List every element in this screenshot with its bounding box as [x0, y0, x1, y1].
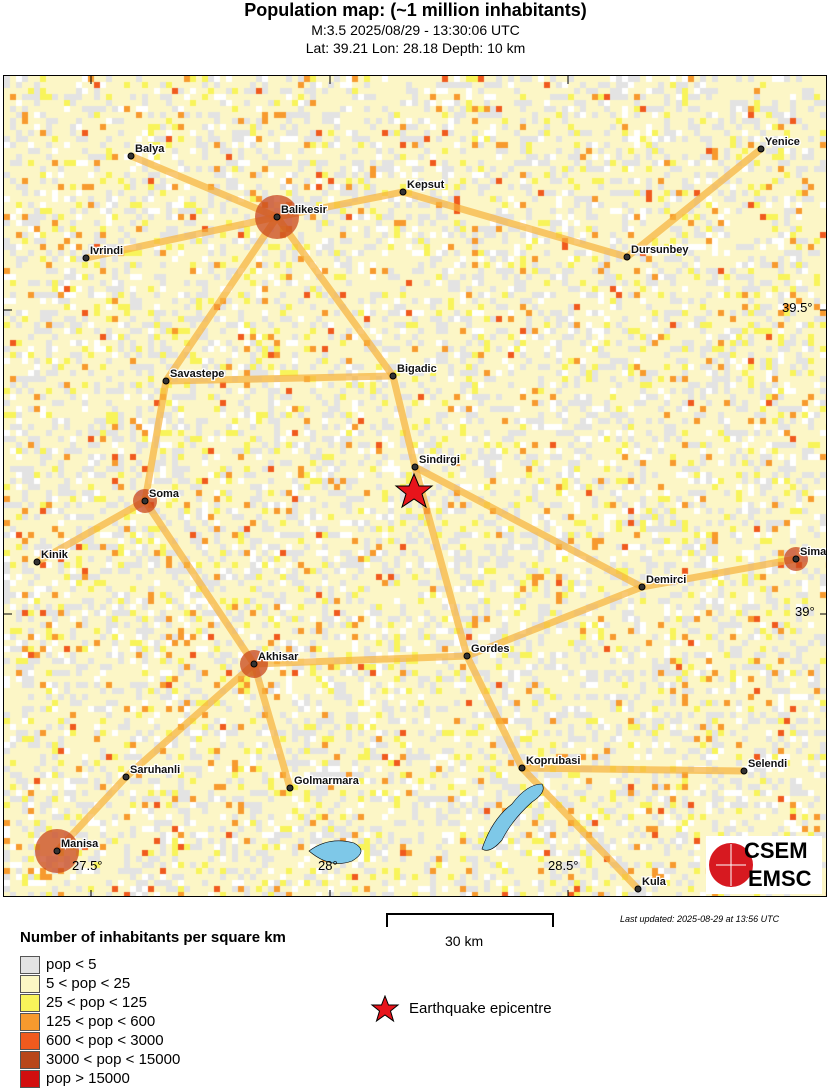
logo: CSEM EMSC — [706, 836, 822, 894]
city-label: Savastepe — [170, 368, 224, 380]
legend-item-label: 125 < pop < 600 — [46, 1013, 156, 1030]
logo-text-csem: CSEM — [744, 838, 808, 863]
legend-item: pop < 5 — [20, 956, 320, 975]
legend-swatch — [20, 956, 40, 974]
legend-swatch — [20, 1013, 40, 1031]
city-label: Kepsut — [407, 179, 445, 191]
city-label: Sindirgi — [419, 454, 460, 466]
city-dot[interactable] — [33, 558, 41, 566]
city-dot[interactable] — [53, 847, 61, 855]
road — [521, 764, 745, 775]
road — [35, 380, 170, 566]
lon-tick-28: 28° — [318, 858, 338, 873]
road — [163, 215, 280, 383]
legend-epicentre-label: Earthquake epicentre — [409, 1000, 552, 1017]
map-area[interactable]: Balya Kepsut Balikesir Ivrindi Dursunbey Yeni… — [3, 75, 827, 897]
star-icon — [370, 995, 400, 1023]
lat-tick-39-5: 39.5° — [782, 300, 813, 315]
legend-item-label: 25 < pop < 125 — [46, 994, 147, 1011]
city-label: Kinik — [41, 549, 69, 561]
city-dot[interactable] — [757, 145, 765, 153]
legend-item-label: 5 < pop < 25 — [46, 975, 131, 992]
city-dot[interactable] — [141, 497, 149, 505]
legend-item: 600 < pop < 3000 — [20, 1032, 320, 1051]
road — [276, 146, 764, 261]
road — [129, 152, 279, 221]
epicentre-star-icon[interactable] — [394, 472, 434, 509]
city-dot[interactable] — [623, 253, 631, 261]
legend-item: 25 < pop < 125 — [20, 994, 320, 1013]
scale-bar — [386, 913, 554, 927]
city-label: Balikesir — [281, 204, 328, 216]
city-dot[interactable] — [250, 660, 258, 668]
lake — [308, 840, 362, 864]
city-label: Simav — [800, 546, 827, 558]
city-dot[interactable] — [127, 152, 135, 160]
legend-item: 5 < pop < 25 — [20, 975, 320, 994]
map-title: Population map: (~1 million inhabitants) — [244, 0, 587, 20]
road — [165, 372, 394, 385]
event-info: M:3.5 2025/08/29 - 13:30:06 UTC — [311, 22, 520, 38]
legend-item-label: pop < 5 — [46, 956, 97, 973]
city-label: Balya — [135, 143, 165, 155]
city-label: Manisa — [61, 838, 99, 850]
legend-item-label: 600 < pop < 3000 — [46, 1032, 164, 1049]
legend-swatch — [20, 1070, 40, 1088]
legend-item-label: pop > 15000 — [46, 1070, 130, 1087]
city-label: Golmarmara — [294, 775, 360, 787]
city-dot[interactable] — [389, 372, 397, 380]
city-dot[interactable] — [518, 764, 526, 772]
road — [411, 466, 641, 892]
road — [85, 213, 797, 591]
legend-item: pop > 15000 — [20, 1070, 320, 1089]
city-dot[interactable] — [273, 213, 281, 221]
event-location: Lat: 39.21 Lon: 28.18 Depth: 10 km — [305, 40, 526, 56]
city-label: Akhisar — [258, 651, 299, 663]
city-dot[interactable] — [82, 254, 90, 262]
city-label: Gordes — [471, 643, 510, 655]
legend-swatch — [20, 1051, 40, 1069]
scale-label: 30 km — [445, 933, 484, 949]
lat-tick-39: 39° — [795, 604, 815, 619]
legend-title: Number of inhabitants per square km — [20, 929, 286, 946]
lon-tick-28-5: 28.5° — [548, 858, 579, 873]
road — [54, 499, 259, 854]
city-dot[interactable] — [122, 773, 130, 781]
city-dot[interactable] — [740, 767, 748, 775]
legend-item-label: 3000 < pop < 15000 — [46, 1051, 181, 1068]
city-label: Bigadic — [397, 363, 437, 375]
city-label: Selendi — [748, 758, 787, 770]
city-dot[interactable] — [162, 377, 170, 385]
city-label: Ivrindi — [90, 245, 123, 257]
city-dot[interactable] — [399, 188, 407, 196]
city-label: Demirci — [646, 574, 686, 586]
city-label: Saruhanli — [130, 764, 180, 776]
city-dot[interactable] — [463, 652, 471, 660]
globe-logo-icon — [709, 843, 753, 887]
city-dot[interactable] — [792, 555, 800, 563]
legend-swatch — [20, 994, 40, 1012]
city-label: Yenice — [765, 136, 800, 148]
legend-swatch — [20, 975, 40, 993]
lake — [481, 783, 544, 851]
road — [250, 663, 294, 789]
city-dot[interactable] — [638, 583, 646, 591]
city-label: Kula — [642, 876, 667, 888]
city-dot[interactable] — [634, 885, 642, 893]
legend-item: 125 < pop < 600 — [20, 1013, 320, 1032]
city-label: Soma — [149, 488, 180, 500]
last-updated: Last updated: 2025-08-29 at 13:56 UTC — [620, 914, 780, 924]
city-dot[interactable] — [411, 463, 419, 471]
city-label: Koprubasi — [526, 755, 580, 767]
legend-item: 3000 < pop < 15000 — [20, 1051, 320, 1070]
legend-swatch — [20, 1032, 40, 1050]
logo-text-emsc: EMSC — [748, 866, 812, 891]
lon-tick-27-5: 27.5° — [72, 858, 103, 873]
city-dot[interactable] — [286, 784, 294, 792]
map-overlay: Balya Kepsut Balikesir Ivrindi Dursunbey Yeni… — [4, 76, 827, 896]
city-label: Dursunbey — [631, 244, 689, 256]
